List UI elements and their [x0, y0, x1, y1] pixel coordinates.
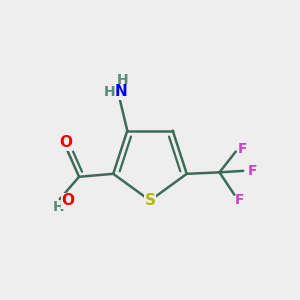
Text: F: F	[248, 164, 257, 178]
Text: H: H	[103, 85, 115, 99]
Text: H: H	[117, 73, 129, 87]
Text: F: F	[238, 142, 247, 156]
Text: O: O	[61, 193, 74, 208]
Text: H: H	[52, 200, 64, 214]
Text: N: N	[115, 85, 128, 100]
Text: S: S	[145, 193, 155, 208]
Text: O: O	[59, 135, 72, 150]
Text: F: F	[235, 193, 244, 207]
